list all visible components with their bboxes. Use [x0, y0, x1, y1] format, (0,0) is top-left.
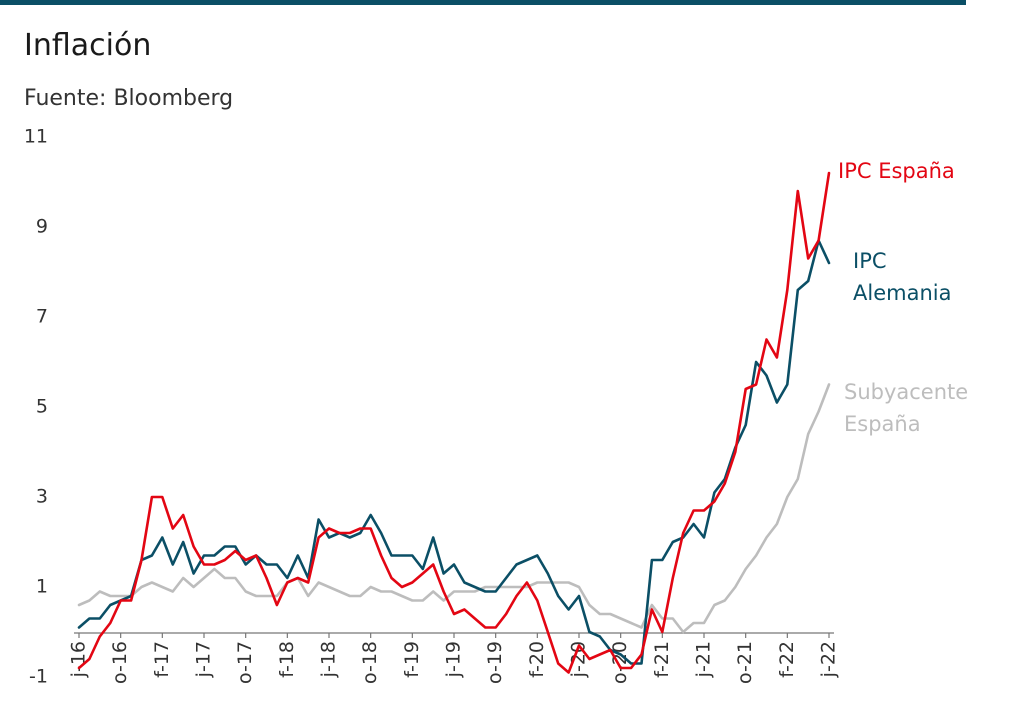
x-tick-label: f-20	[526, 641, 548, 678]
series-label-1: IPC Alemania	[853, 249, 951, 305]
chart-title: Inflación	[24, 28, 152, 63]
x-tick-label: f-18	[276, 641, 298, 678]
x-tick-label: j-18	[318, 641, 340, 678]
y-tick-label: -1	[29, 666, 48, 688]
series-labels: IPC España IPC Alemania Subyacente España	[838, 159, 968, 436]
y-tick-label: 11	[24, 126, 48, 148]
x-tick-label: f-17	[151, 641, 173, 678]
x-tick-label: o-20	[609, 641, 631, 684]
x-tick-label: o-17	[234, 641, 256, 684]
series-line-0	[77, 171, 831, 674]
x-tick-label: o-21	[734, 641, 756, 684]
y-tick-label: 5	[36, 396, 48, 418]
x-tick-label: f-22	[776, 641, 798, 678]
x-tick-label: j-22	[818, 641, 840, 678]
x-tick-label: o-19	[484, 641, 506, 684]
x-tick-label: f-19	[401, 641, 423, 678]
series-line-2	[77, 383, 831, 634]
x-tick-label: j-19	[443, 641, 465, 678]
y-axis: 11 9 7 5 3 1 -1	[24, 126, 48, 688]
x-tick-label: j-21	[693, 641, 715, 678]
x-tick-label: j-16	[68, 641, 90, 678]
y-tick-label: 7	[36, 306, 48, 328]
x-tick-label: o-18	[359, 641, 381, 684]
series-label-2: Subyacente España	[844, 380, 968, 436]
y-tick-label: 9	[36, 216, 48, 238]
x-axis: j-16 o-16 f-17 j-17 o-17 f-18 j-18 o-18 f-19 j-19…	[68, 632, 840, 684]
y-tick-label: 3	[36, 486, 48, 508]
series-line-1	[77, 239, 831, 665]
x-tick-label: f-21	[651, 641, 673, 678]
x-tick-label: j-17	[193, 641, 215, 678]
series-label-0: IPC España	[838, 159, 955, 183]
series-lines	[77, 171, 831, 674]
chart-source: Fuente: Bloomberg	[24, 86, 234, 111]
top-rule	[0, 0, 966, 5]
y-tick-label: 1	[36, 576, 48, 598]
x-tick-label: o-16	[109, 641, 131, 684]
